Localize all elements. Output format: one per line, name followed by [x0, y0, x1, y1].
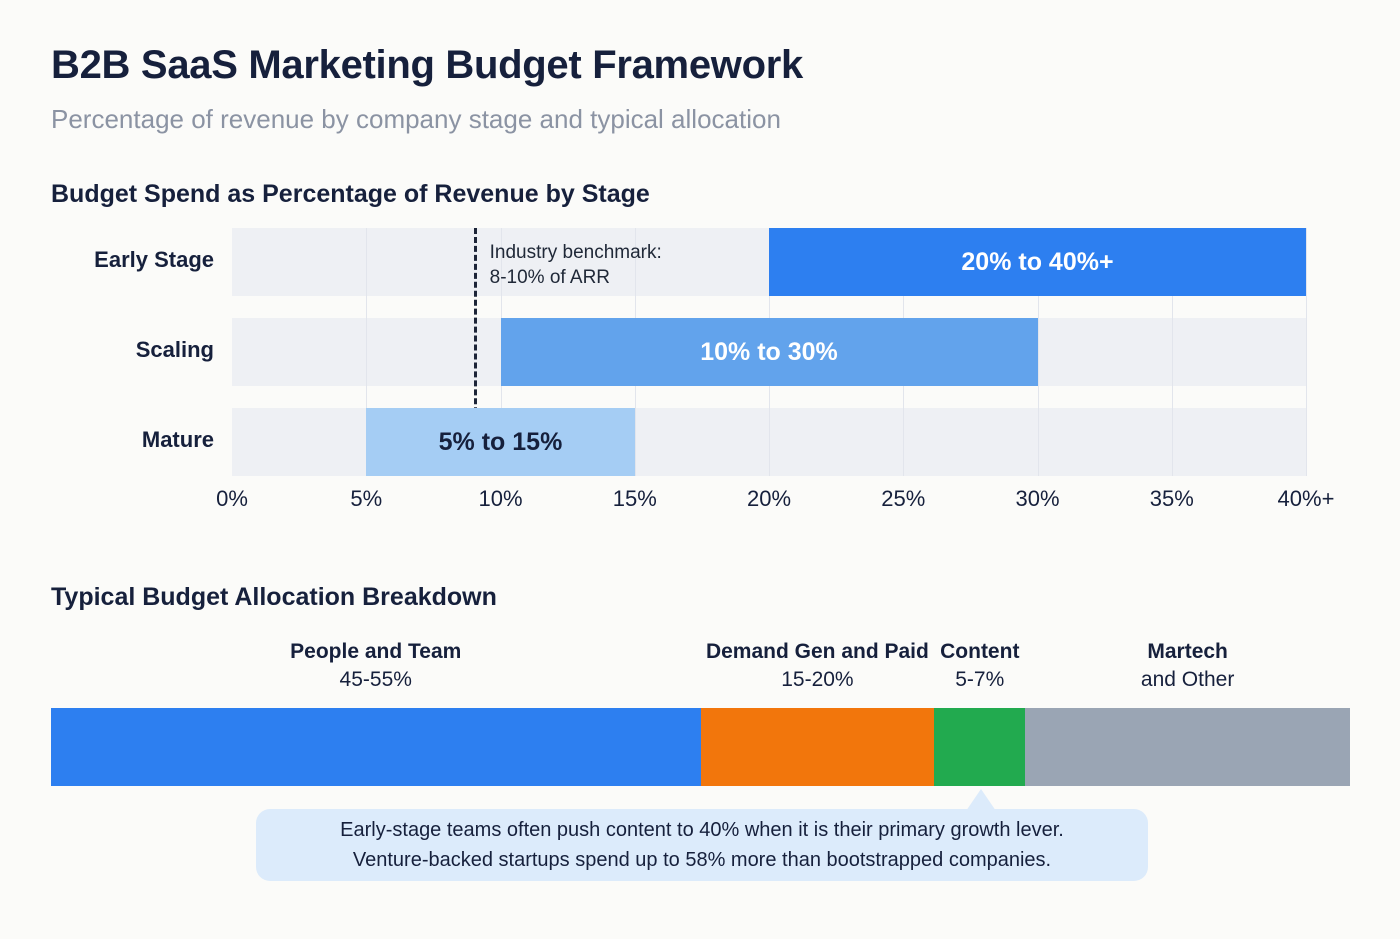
allocation-segment [700, 708, 935, 786]
allocation-chart-heading: Typical Budget Allocation Breakdown [51, 583, 497, 611]
allocation-segment-name: Demand Gen and Paid [705, 640, 929, 663]
page-title: B2B SaaS Marketing Budget Framework [51, 43, 803, 87]
allocation-segment [51, 708, 701, 786]
allocation-segment-value: 5-7% [955, 668, 1005, 692]
callout-box: Early-stage teams often push content to … [256, 809, 1148, 881]
callout-pointer-icon [966, 789, 996, 811]
range-chart-gridline [1306, 228, 1307, 476]
range-chart-heading: Budget Spend as Percentage of Revenue by… [51, 180, 650, 208]
allocation-segment-value: 15-20% [781, 668, 854, 692]
range-bar: 20% to 40%+ [769, 228, 1306, 296]
range-chart-tick-label: 20% [746, 486, 792, 511]
range-chart-tick-label: 35% [1149, 486, 1194, 511]
allocation-segment-name: People and Team [290, 640, 462, 663]
range-chart-tick-label: 40%+ [1277, 486, 1335, 511]
range-chart-gridline [1171, 228, 1173, 476]
page-subtitle: Percentage of revenue by company stage a… [51, 104, 781, 134]
industry-benchmark-note: Industry benchmark: 8-10% of ARR [489, 242, 662, 289]
allocation-segment-name: Content [940, 640, 1020, 663]
range-chart: Early Stage Scaling Mature Industry benchm… [0, 228, 1400, 538]
range-chart-plot-area: Industry benchmark: 8-10% of ARR 20% to 4… [232, 228, 1307, 476]
range-bar: 5% to 15% [366, 408, 635, 476]
range-chart-tick-label: 15% [612, 486, 657, 511]
range-chart-gridline [1037, 228, 1039, 476]
industry-benchmark-line [473, 228, 477, 476]
range-chart-tick-label: 5% [350, 486, 383, 511]
range-chart-tick-label: 30% [1015, 486, 1060, 511]
allocation-segment-label: People and Team 45-55% [290, 638, 461, 695]
allocation-segment-name: Martech [1147, 640, 1228, 663]
allocation-segment-value: and Other [1140, 668, 1235, 692]
allocation-segment [934, 708, 1026, 786]
range-chart-category-label: Early Stage [94, 247, 214, 272]
range-chart-tick-label: 10% [478, 486, 523, 511]
range-chart-category-label: Mature [141, 427, 214, 452]
allocation-segment-label: Martech and Other [1141, 638, 1234, 695]
range-chart-tick-label: 25% [881, 486, 926, 511]
range-chart-category-label: Scaling [135, 337, 214, 362]
range-bar: 10% to 30% [500, 318, 1038, 386]
range-chart-gridline [366, 228, 368, 476]
allocation-segment-value: 45-55% [339, 668, 412, 692]
allocation-stacked-bar [51, 708, 1350, 786]
allocation-chart: People and Team 45-55% Demand Gen and Paid… [51, 638, 1350, 908]
range-chart-tick-label: 0% [216, 486, 248, 511]
allocation-segment-label: Content 5-7% [940, 638, 1019, 695]
allocation-segment-label: Demand Gen and Paid 15-20% [706, 638, 929, 695]
allocation-segment [1025, 708, 1350, 786]
callout-text: Early-stage teams often push content to … [340, 819, 1064, 871]
